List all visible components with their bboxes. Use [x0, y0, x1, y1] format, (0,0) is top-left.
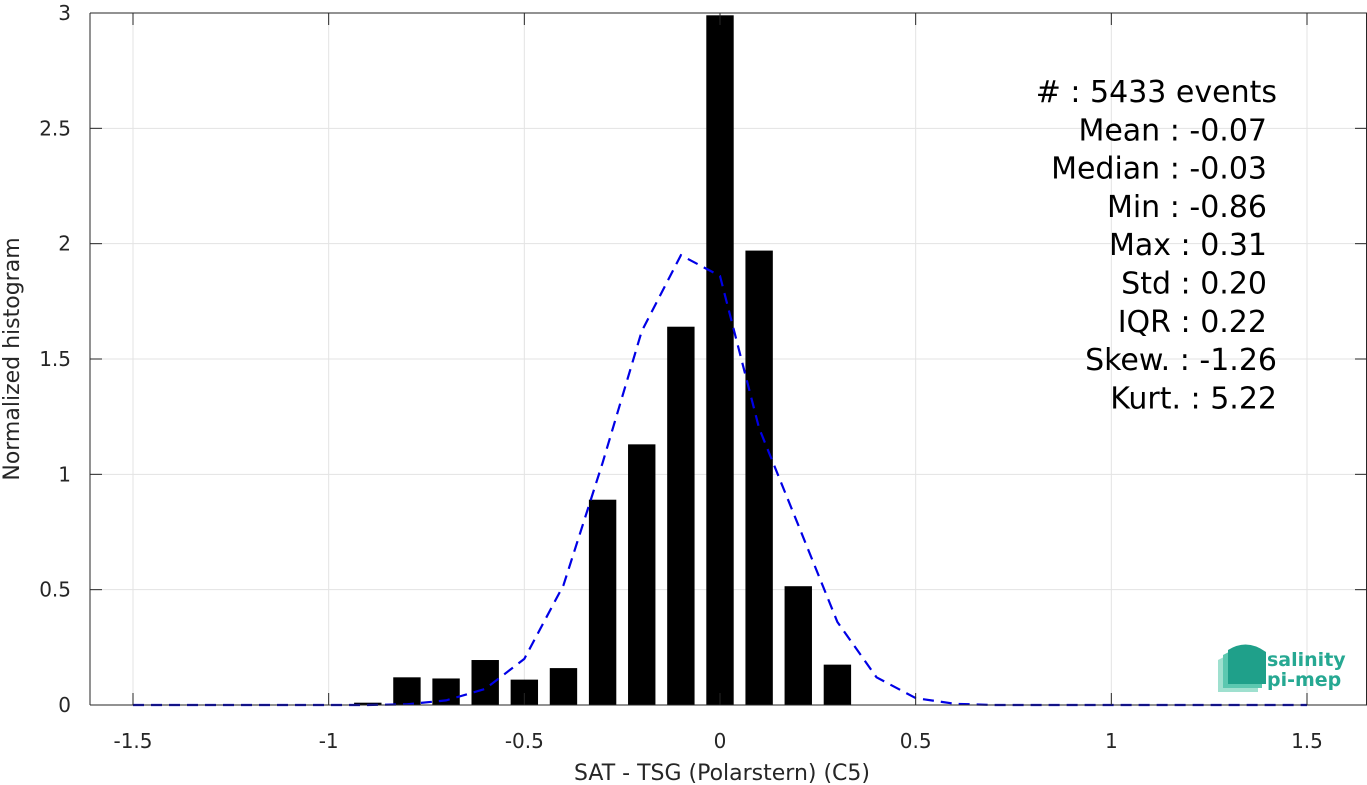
y-tick-label: 0.5 [39, 578, 71, 602]
histogram-bar [588, 499, 617, 705]
histogram-bar [784, 586, 812, 705]
stat-line: Mean : -0.07 [1078, 113, 1267, 148]
x-tick-label: -0.5 [505, 729, 544, 753]
histogram-bars [354, 15, 852, 706]
x-tick-label: 1.5 [1291, 729, 1323, 753]
histogram-bar [823, 664, 852, 705]
x-axis-label: SAT - TSG (Polarstern) (C5) [574, 761, 870, 785]
x-tick-label: 1 [1105, 729, 1118, 753]
stat-line: # : 5433 events [1036, 75, 1277, 110]
histogram-bar [745, 250, 773, 705]
y-tick-label: 2.5 [39, 116, 71, 140]
y-tick-label: 1 [58, 462, 71, 486]
x-tick-labels: -1.5 -1 -0.5 0 0.5 1 1.5 [113, 729, 1322, 753]
x-tick-label: -1.5 [113, 729, 152, 753]
histogram-bar [354, 702, 382, 705]
histogram-bar [628, 444, 656, 705]
stat-line: Kurt. : 5.22 [1110, 381, 1277, 416]
x-tick-label: -1 [319, 729, 339, 753]
stat-line: Skew. : -1.26 [1085, 343, 1277, 378]
y-tick-label: 2 [58, 232, 71, 256]
stat-line: Min : -0.86 [1107, 190, 1267, 225]
stat-line: Median : -0.03 [1051, 152, 1267, 187]
y-tick-labels: 0 0.5 1 1.5 2 2.5 3 [39, 1, 71, 717]
logo-line1: salinity [1267, 649, 1346, 671]
wave-logo-icon [1218, 644, 1266, 692]
histogram-bar [393, 677, 421, 705]
stat-line: Std : 0.20 [1121, 267, 1267, 302]
logo-line2: pi-mep [1267, 669, 1341, 691]
histogram-bar [667, 326, 695, 705]
histogram-bar [549, 668, 578, 705]
x-tick-label: 0.5 [900, 729, 932, 753]
y-tick-label: 1.5 [39, 347, 71, 371]
y-tick-label: 3 [58, 1, 71, 25]
stat-line: IQR : 0.22 [1118, 305, 1267, 340]
salinity-pi-mep-logo: salinity pi-mep [1218, 644, 1346, 692]
stat-line: Max : 0.31 [1109, 228, 1267, 263]
x-tick-label: 0 [714, 729, 727, 753]
y-tick-label: 0 [58, 693, 71, 717]
y-axis-label: Normalized histogram [0, 237, 25, 480]
histogram-bar [706, 15, 734, 706]
